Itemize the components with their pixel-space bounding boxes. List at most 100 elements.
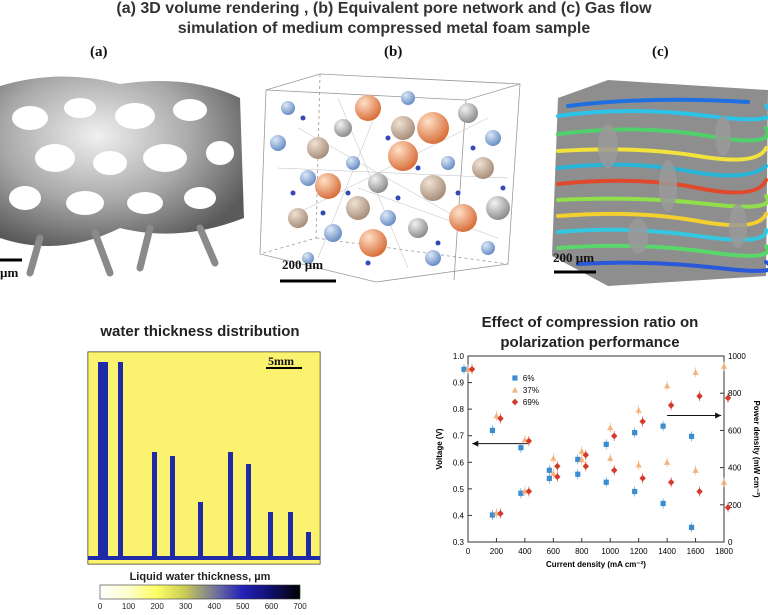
x-tick-label: 1200 <box>630 547 648 556</box>
power-point <box>660 423 666 429</box>
chart-title: Effect of compression ratio on polarizat… <box>481 314 699 351</box>
water-thickness-map <box>87 351 321 565</box>
x-tick-label: 1800 <box>715 547 733 556</box>
power-point <box>607 424 614 431</box>
water-map-scale-label: 5mm <box>268 354 294 368</box>
y2-tick-label: 800 <box>728 389 742 398</box>
water-thickness-title: water thickness distribution <box>100 323 300 340</box>
voltage-point <box>663 459 671 465</box>
voltage-point <box>692 467 699 473</box>
y2-axis-label: Power density (mW cm⁻²) <box>752 400 761 497</box>
figure-title-line1: (a) 3D volume rendering , (b) Equivalent… <box>116 0 652 17</box>
legend-marker <box>512 375 518 381</box>
panel-b-label: (b) <box>384 44 403 60</box>
power-point <box>696 392 703 400</box>
voltage-point <box>554 462 561 470</box>
right-axis-arrowhead <box>715 412 722 419</box>
voltage-point <box>696 488 703 495</box>
voltage-point <box>575 471 581 477</box>
legend-label: 6% <box>523 374 535 383</box>
panel-a-label: (a) <box>90 44 108 60</box>
power-point <box>632 430 638 436</box>
legend-marker <box>511 398 519 406</box>
power-point <box>578 448 585 454</box>
colorbar-tick-label: 500 <box>236 602 250 611</box>
voltage-point <box>582 462 589 470</box>
polarization-chart: 0 200 400 600 800 1000 1200 1400 1600 1800 0.3 0.4 0… <box>435 352 761 569</box>
x-tick-label: 400 <box>518 547 532 556</box>
x-tick-label: 200 <box>490 547 504 556</box>
y-tick-label: 0.6 <box>453 458 465 467</box>
figure-title-line2: simulation of medium compressed metal fo… <box>177 20 591 37</box>
panel-b-scale-label: 200 µm <box>282 257 324 272</box>
voltage-point <box>724 504 732 511</box>
x-axis-label: Current density (mA cm⁻²) <box>546 560 646 569</box>
power-point <box>724 394 732 402</box>
y-axis-label: Voltage (V) <box>435 428 444 470</box>
y2-tick-label: 0 <box>728 538 733 547</box>
voltage-point <box>493 412 500 419</box>
colorbar-label: Liquid water thickness, µm <box>129 571 271 583</box>
power-point <box>550 470 557 476</box>
power-point <box>525 488 533 495</box>
y-tick-label: 0.9 <box>453 379 465 388</box>
voltage-point <box>489 427 496 433</box>
voltage-point <box>635 461 642 468</box>
x-tick-label: 1600 <box>687 547 705 556</box>
x-tick-label: 800 <box>575 547 589 556</box>
colorbar-tick-label: 100 <box>121 602 136 611</box>
voltage-point <box>464 366 472 372</box>
y2-tick-label: 200 <box>728 501 742 510</box>
y2-tick-label: 600 <box>728 426 742 435</box>
power-point <box>575 456 581 463</box>
voltage-point <box>639 474 646 482</box>
colorbar-tick-label: 600 <box>264 602 279 611</box>
voltage-point <box>607 455 614 461</box>
panel-c-gas-flow <box>552 80 768 286</box>
panel-c-label: (c) <box>652 44 669 60</box>
y-tick-label: 0.5 <box>453 485 465 494</box>
voltage-point <box>550 455 557 461</box>
colorbar-tick-label: 400 <box>207 602 221 611</box>
colorbar-tick-label: 0 <box>97 602 103 611</box>
x-tick-label: 1000 <box>601 547 619 556</box>
power-point <box>688 433 695 439</box>
voltage-point <box>632 488 638 495</box>
power-point <box>692 369 699 375</box>
voltage-point <box>603 479 609 485</box>
legend-label: 37% <box>523 386 539 395</box>
voltage-point <box>468 365 476 373</box>
power-point <box>489 512 496 518</box>
y-tick-label: 0.4 <box>453 511 465 520</box>
voltage-point <box>461 366 467 372</box>
y-tick-label: 0.7 <box>453 432 465 441</box>
voltage-point <box>611 466 618 474</box>
voltage-point <box>518 445 524 451</box>
plot-frame <box>467 355 725 543</box>
voltage-point <box>720 479 728 485</box>
power-point <box>635 407 642 413</box>
power-point <box>546 475 552 481</box>
y2-tick-label: 400 <box>728 464 742 473</box>
power-point <box>611 432 618 440</box>
power-point <box>663 382 671 389</box>
x-tick-label: 0 <box>466 547 471 556</box>
voltage-point <box>667 478 675 486</box>
legend-label: 69% <box>523 398 539 407</box>
voltage-point <box>660 500 666 507</box>
power-point <box>603 441 609 447</box>
legend-marker <box>511 386 519 393</box>
water-colorbar <box>99 584 301 600</box>
panel-a-foam-rendering <box>0 76 244 277</box>
left-axis-arrowhead <box>472 440 479 447</box>
panel-c-scale-label: 200 µm <box>553 250 595 265</box>
panel-a-scale-label: µm <box>0 265 19 280</box>
colorbar-tick-label: 700 <box>293 602 307 611</box>
y2-tick-label: 1000 <box>728 352 746 361</box>
voltage-point <box>497 415 504 422</box>
power-point <box>497 510 504 517</box>
power-point <box>667 401 675 409</box>
voltage-point <box>578 456 585 463</box>
y-tick-label: 0.3 <box>453 538 465 547</box>
panel-b-pore-network <box>259 73 521 283</box>
